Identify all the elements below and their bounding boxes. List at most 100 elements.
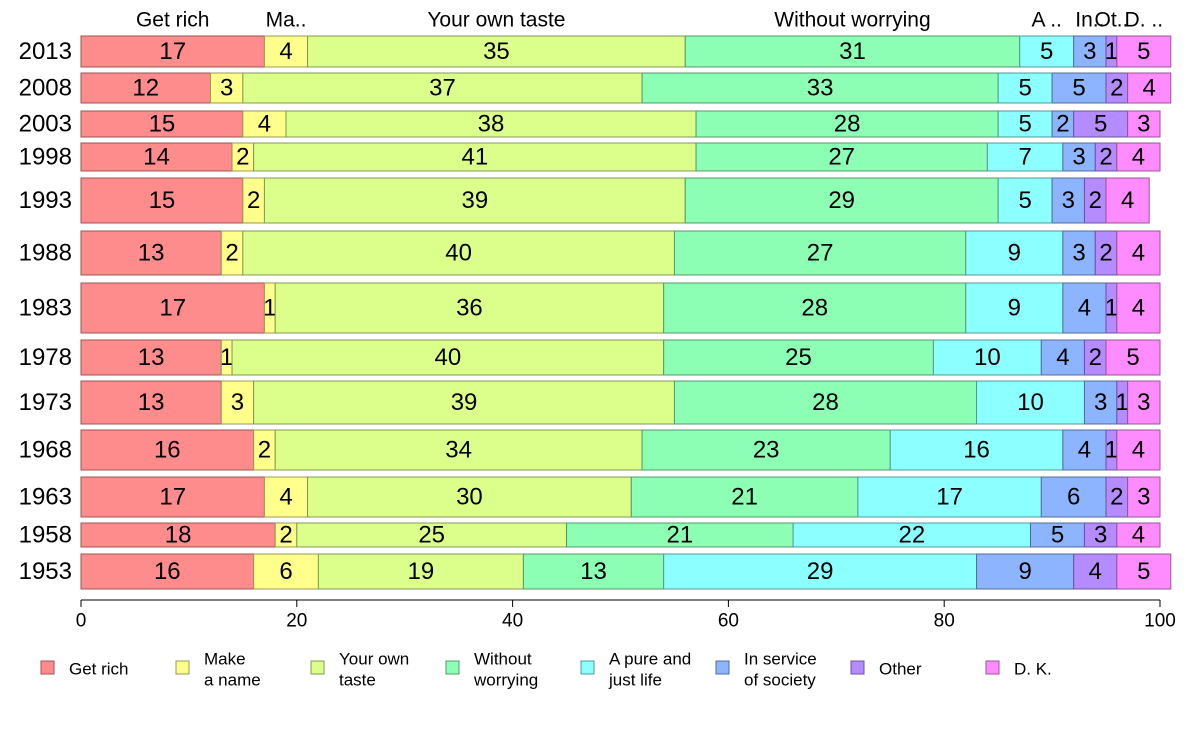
- x-tick-label: 40: [502, 611, 523, 632]
- legend: Get rich Make a name Your own taste Without wo…: [40, 650, 1052, 690]
- legend-item: Other: [850, 660, 922, 679]
- bar-value-label: 21: [731, 484, 758, 511]
- bar-segment: [242, 230, 675, 276]
- bar-value-label: 16: [154, 437, 181, 464]
- bar-value-label: 1: [263, 295, 276, 322]
- bar-segment: [641, 72, 999, 104]
- legend-swatch: [310, 660, 325, 675]
- bar-segment: [1116, 35, 1172, 68]
- bar-segment: [1127, 72, 1172, 104]
- bar-value-label: 22: [898, 522, 925, 549]
- bar-segment: [80, 177, 244, 224]
- bar-segment: [695, 142, 988, 172]
- series-top-label: A ..: [1032, 9, 1062, 32]
- bar-value-label: 3: [1137, 484, 1150, 511]
- bar-segment: [1116, 230, 1161, 276]
- bar-segment: [307, 476, 632, 518]
- bar-value-label: 19: [408, 558, 435, 585]
- bar-row-1998: 14 2 41 27 7 3 2 4: [80, 142, 1161, 172]
- bar-value-label: 28: [834, 111, 861, 138]
- y-tick-label: 1968: [19, 437, 72, 464]
- series-top-label: Ot..: [1095, 9, 1129, 32]
- bar-value-label: 17: [936, 484, 963, 511]
- bar-segment: [80, 553, 255, 590]
- bar-value-label: 31: [839, 38, 866, 65]
- bar-value-label: 12: [132, 75, 159, 102]
- bar-value-label: 30: [456, 484, 483, 511]
- bar-value-label: 4: [1121, 187, 1134, 214]
- bars-layer: 17 4 35 31 5 3 1 512 3 37 33 5 5 2 415 4 38 28 5 2 5 314 2 41 27…: [80, 35, 1172, 590]
- bar-segment: [1127, 476, 1161, 518]
- bar-value-label: 13: [138, 344, 165, 371]
- bar-segment: [889, 429, 1064, 471]
- legend-label: a name: [204, 671, 261, 690]
- series-top-label: Without worrying: [774, 9, 930, 32]
- bar-segment: [663, 339, 934, 376]
- bar-value-label: 2: [279, 522, 292, 549]
- bar-value-label: 27: [828, 144, 855, 171]
- bar-value-label: 4: [1143, 75, 1156, 102]
- bar-value-label: 14: [143, 144, 170, 171]
- bar-value-label: 4: [258, 111, 271, 138]
- series-top-labels: Get rich Ma.. Your own taste Without worryi…: [136, 9, 1163, 32]
- bar-value-label: 5: [1094, 111, 1107, 138]
- bar-value-label: 3: [1072, 240, 1085, 267]
- bar-row-2008: 12 3 37 33 5 5 2 4: [80, 72, 1172, 104]
- bar-value-label: 3: [1094, 389, 1107, 416]
- bar-segment: [641, 429, 891, 471]
- bar-value-label: 21: [666, 522, 693, 549]
- y-tick-label: 1988: [19, 240, 72, 267]
- x-tick-label: 100: [1144, 611, 1176, 632]
- legend-label: Make: [204, 650, 246, 669]
- bar-row-1978: 13 1 40 25 10 4 2 5: [80, 339, 1161, 376]
- bar-value-label: 17: [159, 38, 186, 65]
- bar-value-label: 29: [807, 558, 834, 585]
- bar-segment: [1116, 429, 1161, 471]
- bar-value-label: 36: [456, 295, 483, 322]
- bar-segment: [80, 339, 222, 376]
- legend-label: Your own: [339, 650, 409, 669]
- x-tick-label: 20: [286, 611, 307, 632]
- legend-label: Other: [879, 660, 922, 679]
- bar-value-label: 5: [1137, 558, 1150, 585]
- bar-value-label: 5: [1018, 75, 1031, 102]
- bar-segment: [285, 110, 697, 138]
- bar-segment: [220, 380, 255, 425]
- bar-segment: [976, 553, 1075, 590]
- bar-value-label: 13: [138, 240, 165, 267]
- bar-value-label: 2: [1099, 240, 1112, 267]
- bar-segment: [663, 282, 967, 334]
- bar-segment: [80, 380, 222, 425]
- bar-value-label: 9: [1008, 295, 1021, 322]
- bar-segment: [1116, 282, 1161, 334]
- bar-row-2003: 15 4 38 28 5 2 5 3: [80, 110, 1161, 138]
- bar-value-label: 17: [159, 295, 186, 322]
- bar-value-label: 3: [1072, 144, 1085, 171]
- y-tick-label: 1963: [19, 484, 72, 511]
- bar-value-label: 39: [461, 187, 488, 214]
- bar-value-label: 17: [159, 484, 186, 511]
- x-tick-label: 60: [718, 611, 739, 632]
- bar-value-label: 2: [247, 187, 260, 214]
- bar-value-label: 4: [1078, 437, 1091, 464]
- bar-value-label: 4: [1078, 295, 1091, 322]
- bar-value-label: 6: [1067, 484, 1080, 511]
- legend-label: worrying: [473, 671, 538, 690]
- legend-item: D. K.: [985, 660, 1052, 679]
- bar-segment: [231, 339, 665, 376]
- bar-value-label: 4: [1056, 344, 1069, 371]
- legend-swatch: [445, 660, 460, 675]
- bar-segment: [976, 380, 1085, 425]
- bar-value-label: 3: [1083, 38, 1096, 65]
- bar-row-1953: 16 6 19 13 29 9 4 5: [80, 553, 1172, 590]
- legend-swatch: [985, 660, 1000, 675]
- bar-value-label: 3: [1062, 187, 1075, 214]
- bar-row-1958: 18 2 25 21 22 5 3 4: [80, 522, 1161, 549]
- bar-value-label: 3: [1137, 111, 1150, 138]
- y-tick-label: 1958: [19, 522, 72, 549]
- y-tick-label: 1953: [19, 558, 72, 585]
- bar-value-label: 28: [801, 295, 828, 322]
- bar-segment: [630, 476, 859, 518]
- x-tick-label: 0: [76, 611, 87, 632]
- bar-segment: [296, 522, 568, 548]
